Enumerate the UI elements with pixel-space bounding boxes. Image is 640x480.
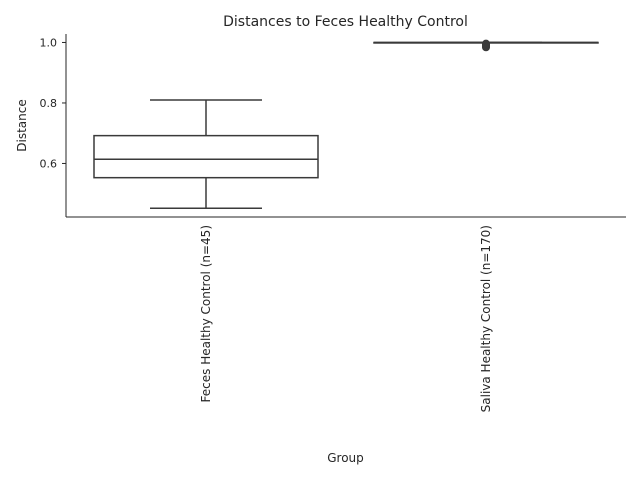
x-axis-label: Group — [327, 451, 364, 465]
y-ticks: 0.6 0.8 1.0 — [40, 36, 66, 170]
outlier-point — [482, 39, 490, 48]
box-group — [93, 99, 319, 209]
y-axis-label: Distance — [15, 99, 29, 151]
box-group — [373, 39, 599, 52]
y-tick-label: 1.0 — [40, 36, 58, 49]
x-ticks: Feces Healthy Control (n=45) Saliva Healt… — [199, 225, 493, 412]
x-tick-label: Feces Healthy Control (n=45) — [199, 225, 213, 402]
plot-area — [93, 39, 599, 209]
box-iqr — [93, 134, 319, 179]
x-tick-label: Saliva Healthy Control (n=170) — [479, 225, 493, 412]
chart-title: Distances to Feces Healthy Control — [223, 14, 468, 30]
y-tick-label: 0.8 — [40, 97, 58, 110]
y-tick-label: 0.6 — [40, 157, 58, 170]
